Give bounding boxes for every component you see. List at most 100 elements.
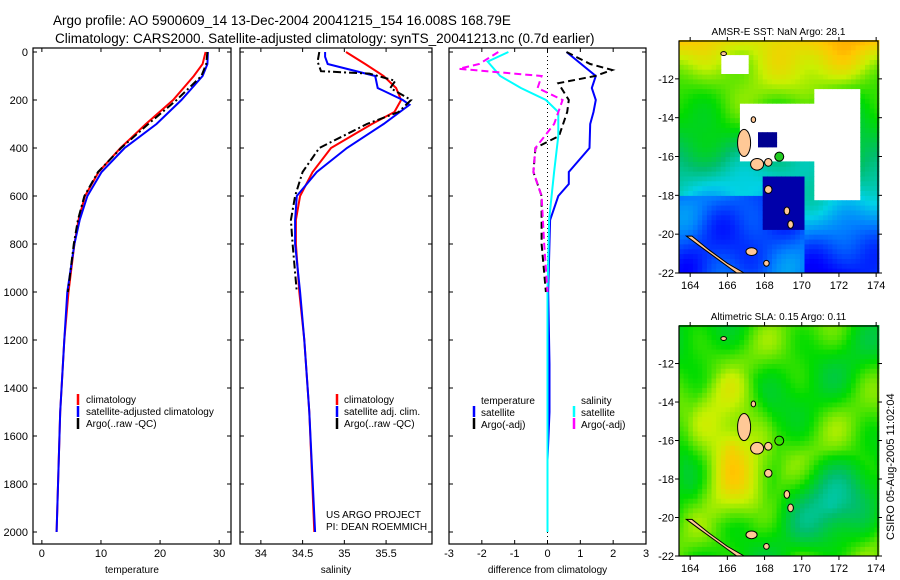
- map-cell: [855, 426, 861, 432]
- map-cell: [846, 503, 852, 509]
- map-cell: [692, 339, 698, 345]
- map-cell: [725, 435, 731, 441]
- map-cell: [697, 132, 703, 138]
- map-cell: [725, 117, 731, 124]
- map-cell: [795, 78, 801, 85]
- map-cell: [683, 40, 689, 46]
- map-cell: [725, 214, 731, 221]
- map-cell: [711, 112, 717, 119]
- map-cell: [832, 325, 838, 331]
- map-cell: [869, 479, 875, 485]
- map-cell: [823, 483, 829, 490]
- map-cell: [697, 117, 703, 124]
- map-cell: [865, 112, 871, 119]
- map-cell: [753, 464, 759, 470]
- map-cell: [869, 507, 875, 514]
- map-cell: [683, 531, 689, 538]
- map-cell: [697, 137, 703, 143]
- map-cell: [734, 531, 740, 538]
- map-cell: [772, 373, 778, 379]
- map-cell: [744, 493, 750, 499]
- map-cell: [767, 406, 773, 413]
- map-cell: [711, 450, 717, 456]
- map-cell: [692, 546, 698, 552]
- map-cell: [827, 78, 833, 85]
- map-cell: [711, 440, 717, 446]
- map-cell: [785, 248, 791, 255]
- map-cell: [679, 483, 685, 490]
- map-cell: [692, 200, 698, 206]
- map-cell: [725, 411, 731, 417]
- map-cell: [855, 507, 861, 514]
- map-cell: [767, 234, 773, 240]
- map-cell: [730, 166, 736, 172]
- map-cell: [790, 78, 796, 85]
- map-cell: [725, 127, 731, 133]
- map-cell: [720, 171, 726, 177]
- map-cell: [730, 402, 736, 408]
- map-cell: [679, 209, 685, 216]
- map-cell: [813, 488, 819, 494]
- map-cell: [679, 488, 685, 494]
- map-cell: [758, 406, 764, 413]
- map-cell: [785, 49, 791, 56]
- map-cell: [706, 243, 712, 250]
- map-cell: [767, 382, 773, 389]
- map-cell: [809, 464, 815, 470]
- map-cell: [799, 546, 805, 552]
- map-cell: [799, 411, 805, 417]
- map-cell: [865, 69, 871, 75]
- map-cell: [818, 253, 824, 259]
- map-cell: [809, 214, 815, 221]
- map-cell: [781, 498, 787, 504]
- map-cell: [702, 205, 708, 211]
- map-cell: [837, 54, 843, 60]
- map-cell: [683, 195, 689, 201]
- map-cell: [730, 368, 736, 374]
- map-cell: [795, 474, 801, 480]
- map-cell: [874, 180, 880, 187]
- map-cell: [753, 98, 759, 104]
- map-cell: [702, 166, 708, 172]
- map-cell: [744, 329, 750, 336]
- map-cell: [781, 450, 787, 456]
- map-cell: [730, 344, 736, 350]
- map-cell: [781, 512, 787, 518]
- map-cell: [855, 512, 861, 518]
- map-cell: [753, 469, 759, 475]
- map-cell: [832, 522, 838, 528]
- map-cell: [823, 531, 829, 538]
- map-cell: [767, 387, 773, 393]
- map-cell: [692, 531, 698, 538]
- map-cell: [683, 146, 689, 153]
- map-cell: [790, 339, 796, 345]
- map-cell: [869, 349, 875, 355]
- map-cell: [855, 214, 861, 221]
- map-cell: [702, 339, 708, 345]
- map-cell: [688, 531, 694, 538]
- map-cell: [734, 334, 740, 340]
- map-cell: [692, 334, 698, 340]
- map-cell: [692, 69, 698, 75]
- map-cell: [781, 435, 787, 441]
- map-cell: [804, 44, 810, 51]
- map-cell: [855, 363, 861, 369]
- map-cell: [762, 64, 768, 70]
- map-cell: [846, 469, 852, 475]
- map-cell: [702, 426, 708, 432]
- map-cell: [846, 455, 852, 461]
- map-cell: [716, 512, 722, 518]
- map-cell: [739, 358, 745, 364]
- map-cell: [790, 40, 796, 46]
- map-cell: [702, 334, 708, 340]
- map-cell: [753, 69, 759, 75]
- map-cell: [739, 224, 745, 230]
- map-cell: [720, 435, 726, 441]
- map-cell: [730, 78, 736, 85]
- map-cell: [827, 455, 833, 461]
- map-cell: [762, 435, 768, 441]
- map-cell: [809, 219, 815, 225]
- map-cell: [837, 536, 843, 543]
- map-cell: [837, 353, 843, 360]
- map-cell: [785, 527, 791, 533]
